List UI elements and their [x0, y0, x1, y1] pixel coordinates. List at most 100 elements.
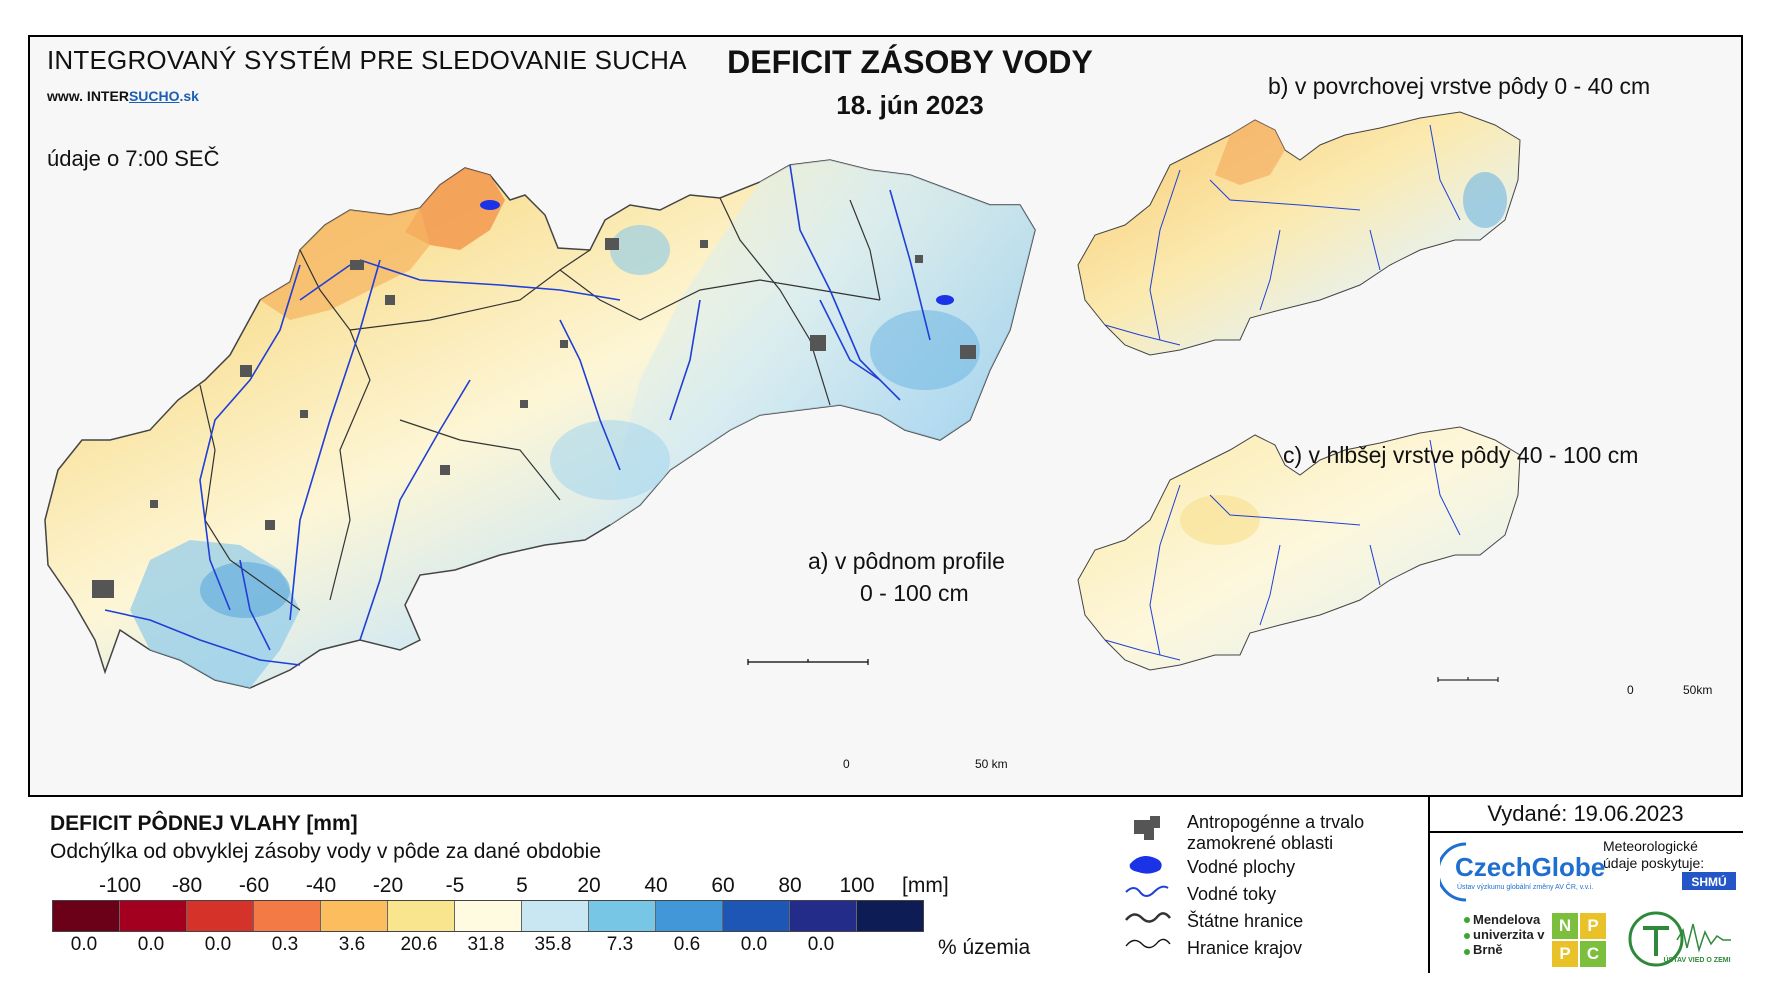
legend-percent-label: % územia — [938, 936, 1031, 959]
legend-percent-value: 0.3 — [271, 934, 299, 955]
slovakia-shape-b — [1077, 111, 1521, 356]
rivers-c — [1104, 439, 1461, 661]
legend-tick-label: 5 — [516, 874, 528, 897]
scale-small-start: 0 — [1627, 683, 1634, 697]
river-icon — [1125, 885, 1169, 897]
colorbar-swatch — [857, 901, 923, 931]
czechglobe-subtitle: Ústav výzkumu globální změny AV ČR, v.v.… — [1457, 884, 1594, 891]
legend-title: DEFICIT PÔDNEJ VLAHY [mm] — [50, 812, 358, 835]
credits-divider — [1428, 795, 1430, 973]
website-link[interactable]: www. INTERSUCHO.sk — [47, 88, 199, 104]
legend-percent-value: 35.8 — [534, 934, 572, 955]
orange-zone-b — [1215, 120, 1285, 185]
colorbar-swatch — [723, 901, 790, 931]
yellow-zone-c — [1180, 495, 1260, 545]
slovakia-shape-c — [1077, 426, 1521, 671]
scale-small-end: 50km — [1683, 683, 1713, 697]
panel-a-label-line2: 0 - 100 cm — [860, 580, 969, 606]
panel-b-label: b) v povrchovej vrstve pôdy 0 - 40 cm — [1268, 73, 1651, 99]
legend-subtitle: Odchýlka od obvyklej zásoby vody v pôde … — [50, 840, 602, 863]
shmu-logo: SHMÚ — [1682, 872, 1736, 890]
orange-orava-zone — [405, 168, 505, 250]
mendel-logo-dots — [1464, 917, 1470, 955]
scale-bar-small — [1437, 677, 1499, 682]
blue-east-lowland — [870, 310, 980, 390]
symbol-urban-label: Antropogénne a trvalo zamokrené oblasti — [1187, 812, 1365, 853]
legend-percent-value: 0.0 — [740, 934, 768, 955]
symbol-region-border-label: Hranice krajov — [1187, 938, 1303, 958]
colorbar-swatch — [254, 901, 321, 931]
czechglobe-logo-arc — [1440, 842, 1467, 902]
nppc-letter-2: P — [1580, 913, 1606, 939]
legend-tick-label: -80 — [171, 874, 203, 897]
urban-area-icon — [1134, 816, 1160, 840]
blue-zone-b — [1463, 172, 1507, 228]
colorbar-swatch — [321, 901, 388, 931]
czechglobe-logo: CzechGlobe — [1455, 852, 1606, 882]
urban-areas-main — [92, 238, 976, 598]
rivers-main — [104, 164, 931, 666]
legend-panel — [28, 795, 1743, 973]
legend-tick-label: -60 — [238, 874, 270, 897]
nppc-letter-4: C — [1580, 941, 1606, 967]
symbol-rivers-label: Vodné toky — [1187, 884, 1277, 904]
legend-tick-label: -40 — [305, 874, 337, 897]
legend-tick-label: -20 — [372, 874, 404, 897]
orange-north-zone — [260, 208, 430, 320]
water-body-icon — [1129, 856, 1162, 874]
colorbar-swatch — [120, 901, 187, 931]
colorbar-swatch — [656, 901, 723, 931]
colorbar-swatch — [455, 901, 522, 931]
legend-percent-value: 31.8 — [467, 934, 505, 955]
legend-percent-value: 7.3 — [606, 934, 634, 955]
main-map-panel — [44, 159, 1036, 689]
colorbar-swatch — [522, 901, 589, 931]
legend-tick-label: 100 — [839, 874, 875, 897]
colorbar-swatch — [388, 901, 455, 931]
uvz-logo-text: ÚSTAV VIED O ZEMI — [1663, 955, 1730, 964]
colorbar-swatch — [187, 901, 254, 931]
region-border-icon — [1125, 938, 1171, 949]
legend-percent-value: 0.6 — [673, 934, 701, 955]
panel-b-map — [1077, 111, 1521, 356]
colorbar-swatch — [589, 901, 656, 931]
legend-percent-value: 0.0 — [137, 934, 165, 955]
scale-main-start: 0 — [843, 757, 850, 771]
nppc-letter-3: P — [1552, 941, 1578, 967]
colorbar-swatch — [790, 901, 857, 931]
state-border-icon — [1125, 912, 1171, 923]
symbol-legend-icons — [1125, 816, 1171, 949]
blue-south-central — [550, 420, 670, 500]
meteo-provider-label: Meteorologické údaje poskytuje: — [1603, 838, 1705, 871]
shmu-logo-text: SHMÚ — [1691, 874, 1726, 889]
legend-tick-label: 80 — [778, 874, 802, 897]
map-title: DEFICIT ZÁSOBY VODY — [727, 44, 1093, 80]
scale-main-end: 50 km — [975, 757, 1008, 771]
nppc-letter-1: N — [1552, 913, 1578, 939]
rivers-b — [1104, 124, 1461, 346]
blue-central-zone — [610, 225, 670, 275]
legend-percent-value: 0.0 — [70, 934, 98, 955]
system-title: INTEGROVANÝ SYSTÉM PRE SLEDOVANIE SUCHA — [47, 45, 687, 75]
scale-bar-main — [747, 659, 869, 665]
legend-tick-label: -100 — [98, 874, 142, 897]
panel-c-map — [1077, 426, 1521, 671]
panel-c-label: c) v hlbšej vrstve pôdy 40 - 100 cm — [1283, 442, 1639, 468]
legend-percent-value: 0.0 — [807, 934, 835, 955]
legend-percent-value: 0.0 — [204, 934, 232, 955]
water-bodies-main — [480, 200, 954, 305]
panel-a-label-line1: a) v pôdnom profile — [808, 548, 1005, 574]
data-time-note: údaje o 7:00 SEČ — [47, 146, 220, 171]
uvz-logo: ÚSTAV VIED O ZEMI — [1628, 911, 1731, 967]
legend-tick-label: -5 — [445, 874, 465, 897]
colorbar-swatch — [53, 901, 120, 931]
mendel-university-logo: Mendelova univerzita v Brně — [1473, 912, 1545, 957]
legend-unit: [mm] — [902, 874, 949, 897]
legend-percent-value: 3.6 — [338, 934, 366, 955]
issued-date: Vydané: 19.06.2023 — [1428, 795, 1743, 833]
symbol-water-label: Vodné plochy — [1187, 857, 1296, 877]
legend-tick-label: 60 — [711, 874, 735, 897]
map-date: 18. jún 2023 — [836, 90, 984, 120]
map-svg — [44, 111, 1521, 689]
legend-percent-value: 20.6 — [400, 934, 438, 955]
